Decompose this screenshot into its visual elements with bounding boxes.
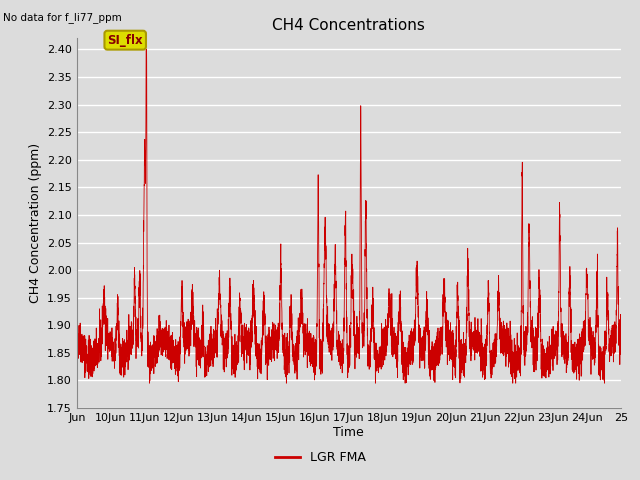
- Legend: LGR FMA: LGR FMA: [269, 446, 371, 469]
- LGR FMA: [427, 348, 435, 353]
- LGR FMA: [172, 361, 180, 367]
- LGR FMA: [617, 351, 625, 357]
- Title: CH4 Concentrations: CH4 Concentrations: [273, 18, 425, 33]
- LGR FMA: [281, 346, 289, 352]
- Text: SI_flx: SI_flx: [108, 34, 143, 47]
- LGR FMA: [146, 380, 154, 386]
- Y-axis label: CH4 Concentration (ppm): CH4 Concentration (ppm): [29, 143, 42, 303]
- Line: LGR FMA: LGR FMA: [77, 49, 621, 383]
- LGR FMA: [520, 329, 528, 335]
- LGR FMA: [73, 331, 81, 337]
- LGR FMA: [142, 47, 150, 52]
- LGR FMA: [399, 377, 407, 383]
- Text: No data for f_li77_ppm: No data for f_li77_ppm: [3, 12, 122, 23]
- LGR FMA: [479, 372, 487, 378]
- X-axis label: Time: Time: [333, 426, 364, 439]
